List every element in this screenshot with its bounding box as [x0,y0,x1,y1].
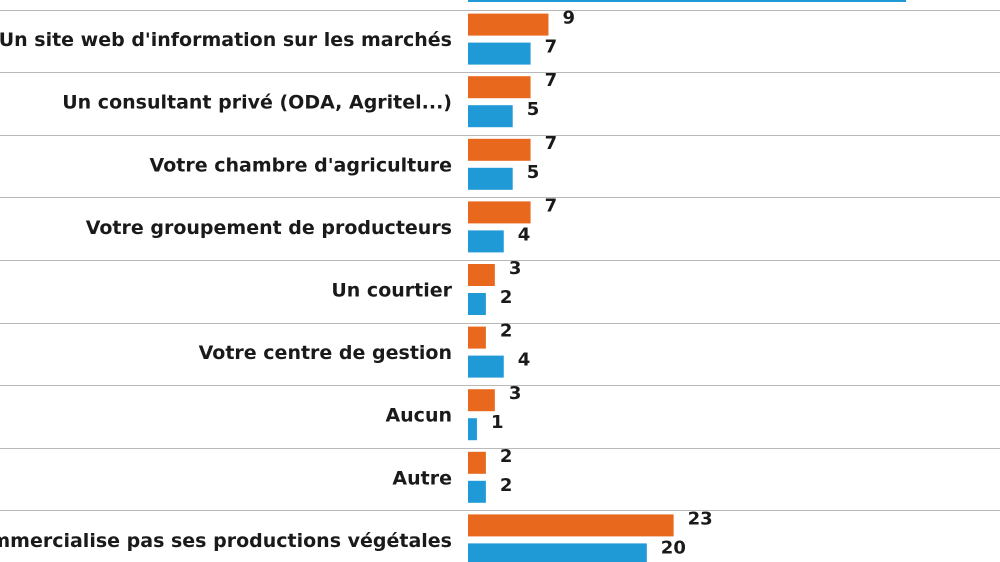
bar-s2-un-consultant-prive-oda-agritel [468,105,513,128]
value-label-s1-un-courtier: 3 [509,258,522,279]
bar-s1-un-site-web-d-information-sur-les-marches [468,13,549,36]
bar-s1-un-consultant-prive-oda-agritel [468,76,531,99]
bar-s2-votre-groupement-de-producteurs [468,230,504,253]
value-label-s1-votre-groupement-de-producteurs: 7 [545,195,558,216]
value-label-s2-un-courtier: 2 [500,287,513,308]
value-label-s2-ne-commercialise-pas-ses-productions-vegetales: 20 [661,537,686,558]
value-label-s2-aucun: 1 [491,412,504,433]
value-label-s1-aucun: 3 [509,383,522,404]
bar-s1-autre [468,451,486,474]
category-label-votre-centre-de-gestion: Votre centre de gestion [199,342,452,364]
value-label-s1-votre-chambre-d-agriculture: 7 [545,133,558,154]
category-label-aucun: Aucun [385,405,452,427]
bar-s2-ne-commercialise-pas-ses-productions-vegetales [468,543,647,562]
value-label-s1-un-consultant-prive-oda-agritel: 7 [545,70,558,91]
bars [468,0,907,562]
value-label-s1-votre-centre-de-gestion: 2 [500,321,513,342]
bar-s1-ne-commercialise-pas-ses-productions-vegetales [468,514,674,537]
category-label-votre-groupement-de-producteurs: Votre groupement de producteurs [86,217,452,239]
value-label-s2-votre-chambre-d-agriculture: 5 [527,162,540,183]
bar-s2-un-courtier [468,293,486,315]
category-label-autre: Autre [392,467,452,489]
bar-s2-votre-centre-de-gestion [468,355,504,378]
value-label-s2-votre-groupement-de-producteurs: 4 [518,224,531,245]
value-labels: 4997757574322431222320 [491,8,713,559]
bar-s2-votre-chambre-d-agriculture [468,167,513,190]
category-label-un-courtier: Un courtier [331,280,452,302]
category-labels: Un site web d'information sur les marché… [0,29,453,552]
category-label-votre-chambre-d-agriculture: Votre chambre d'agriculture [150,154,452,176]
bar-s1-votre-centre-de-gestion [468,326,486,349]
value-label-s2-un-consultant-prive-oda-agritel: 5 [527,99,540,120]
value-label-s1-autre: 2 [500,446,513,467]
row-separators [0,10,1000,511]
bar-s2-aucun [468,418,477,441]
category-label-ne-commercialise-pas-ses-productions-vegetales: Ne commercialise pas ses productions vég… [0,530,452,552]
value-label-s2-autre: 2 [500,475,513,496]
value-label-s2-un-site-web-d-information-sur-les-marches: 7 [545,37,558,58]
category-label-un-site-web-d-information-sur-les-marches: Un site web d'information sur les marché… [0,29,452,51]
bar-s1-aucun [468,389,495,412]
category-label-un-consultant-prive-oda-agritel: Un consultant privé (ODA, Agritel...) [62,92,452,114]
value-label-s1-ne-commercialise-pas-ses-productions-vegetales: 23 [688,508,713,529]
bar-s2-row-0 [468,0,907,2]
bar-s1-un-courtier [468,264,495,286]
bar-s1-votre-chambre-d-agriculture [468,138,531,161]
value-label-s1-un-site-web-d-information-sur-les-marches: 9 [562,8,575,29]
value-label-s2-votre-centre-de-gestion: 4 [518,350,531,371]
bar-s1-votre-groupement-de-producteurs [468,201,531,224]
bar-s2-un-site-web-d-information-sur-les-marches [468,42,531,65]
bar-s2-autre [468,480,486,503]
